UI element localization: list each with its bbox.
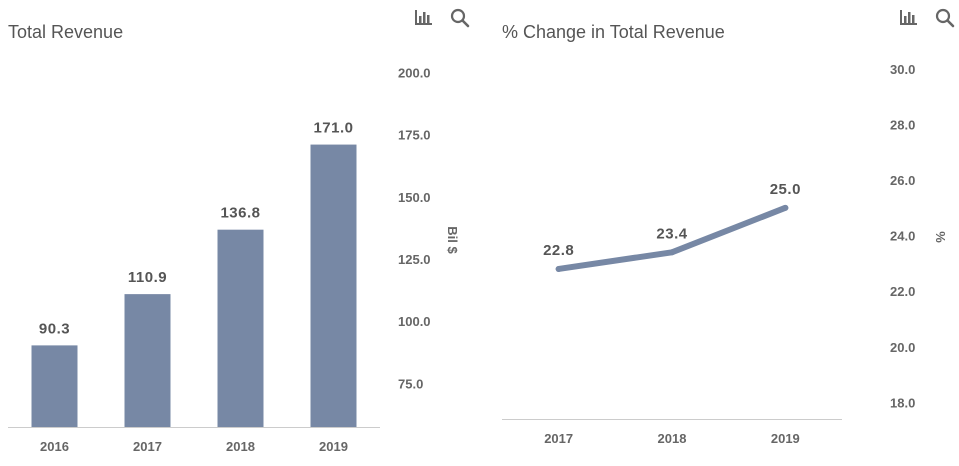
search-icon[interactable]	[934, 7, 956, 29]
y-tick-label: 18.0	[890, 395, 915, 410]
x-tick-label: 2017	[544, 431, 573, 446]
search-icon[interactable]	[449, 7, 471, 29]
total-revenue-panel: Total Revenue 90.3 2016 110.9 2017 136.8 2018…	[8, 6, 471, 454]
chart-title: Total Revenue	[8, 22, 124, 42]
y-tick-label: 30.0	[890, 62, 915, 77]
data-label-2017: 22.8	[543, 242, 574, 259]
y-tick-label: 28.0	[890, 117, 915, 132]
y-tick-label: 125.0	[398, 252, 431, 267]
data-label-2018: 136.8	[220, 205, 260, 222]
x-tick-label: 2018	[226, 439, 255, 454]
line-chart: 22.8 2017 23.4 2018 25.0 2019 18.0 20.0 22.0 24.0…	[502, 62, 948, 446]
x-tick-label: 2016	[40, 439, 69, 454]
y-tick-label: 200.0	[398, 65, 431, 80]
y-tick-label: 22.0	[890, 284, 915, 299]
y-tick-label: 150.0	[398, 190, 431, 205]
point-2019[interactable]	[782, 204, 789, 211]
data-label-2018: 23.4	[656, 225, 687, 242]
percent-change-panel: % Change in Total Revenue 22.8 2017 23.4 20…	[480, 0, 959, 466]
y-tick-label: 20.0	[890, 340, 915, 355]
bar-chart-icon[interactable]	[898, 6, 920, 28]
point-2018[interactable]	[669, 249, 675, 256]
bar-chart: 90.3 2016 110.9 2017 136.8 2018 171.0 2019 75.0 1…	[8, 65, 460, 454]
data-label-2019: 171.0	[313, 120, 353, 137]
data-label-2019: 25.0	[770, 181, 801, 198]
y-tick-label: 175.0	[398, 128, 431, 143]
y-tick-label: 100.0	[398, 314, 431, 329]
bar-2016[interactable]	[31, 345, 78, 427]
x-tick-label: 2019	[319, 439, 348, 454]
chart-title: % Change in Total Revenue	[502, 22, 725, 42]
bar-2019[interactable]	[310, 144, 357, 427]
bar-2018[interactable]	[217, 229, 264, 427]
y-axis-label: %	[933, 231, 948, 243]
data-label-2016: 90.3	[39, 320, 70, 337]
y-axis-label: Bil $	[445, 226, 460, 254]
x-tick-label: 2019	[771, 431, 800, 446]
x-tick-label: 2017	[133, 439, 162, 454]
data-label-2017: 110.9	[128, 269, 167, 286]
point-2017[interactable]	[555, 265, 562, 272]
x-tick-label: 2018	[658, 431, 687, 446]
bar-chart-icon[interactable]	[413, 6, 435, 28]
bar-2017[interactable]	[124, 294, 171, 427]
y-tick-label: 24.0	[890, 229, 915, 244]
y-tick-label: 75.0	[398, 376, 423, 391]
y-tick-label: 26.0	[890, 173, 915, 188]
